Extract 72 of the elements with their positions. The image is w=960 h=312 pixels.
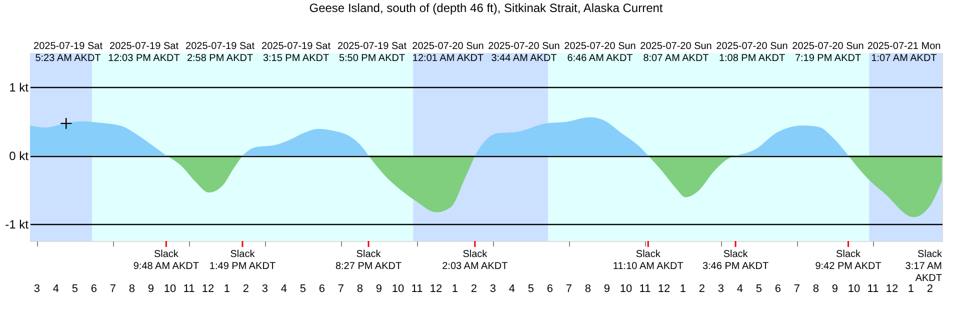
x-tick-label: 7 [338,283,344,295]
x-tick-label: 12 [430,283,442,295]
annotation: Slack 2:03 AM AKDT [442,249,508,272]
x-tick-label: 12 [202,283,214,295]
annotation: 2025-07-20 Sun 7:19 PM AKDT [792,41,864,64]
x-tick-label: 1 [224,283,230,295]
x-tick-label: 7 [566,283,572,295]
annotation: Slack 3:46 PM AKDT [702,249,769,272]
x-tick-label: 3 [262,283,268,295]
annotation: 2025-07-20 Sun 12:01 AM AKDT [412,41,484,64]
x-tick-label: 5 [756,283,762,295]
annotation: Slack 8:27 PM AKDT [335,249,402,272]
x-tick-label: 10 [848,283,860,295]
x-tick-label: 3 [718,283,724,295]
annotation: Slack 11:10 AM AKDT [612,249,684,272]
x-tick-label: 3 [490,283,496,295]
x-tick-label: 2 [926,283,934,295]
annotation: Slack 9:48 AM AKDT [133,249,199,272]
x-tick-label: 11 [867,283,879,295]
annotation: Slack 9:42 PM AKDT [815,249,882,272]
x-tick-label: 11 [639,283,651,295]
x-tick-label: 4 [736,283,744,295]
x-tick-label: 1 [680,283,686,295]
x-tick-label: 5 [300,283,306,295]
annotation: 2025-07-19 Sat 5:50 PM AKDT [338,41,407,64]
y-tick-label: 0 kt [9,149,30,164]
annotation: 2025-07-20 Sun 8:07 AM AKDT [640,41,712,64]
annotation: 2025-07-19 Sat 3:15 PM AKDT [262,41,331,64]
annotation: 2025-07-21 Mon 1:07 AM AKDT [867,41,941,64]
x-tick-label: 10 [620,283,632,295]
x-tick-label: 4 [52,283,60,295]
x-tick-label: 10 [392,283,404,295]
x-tick-label: 6 [318,283,326,295]
x-tick-label: 6 [774,283,782,295]
x-tick-label: 9 [604,283,610,295]
x-tick-label: 7 [110,283,116,295]
annotation: 2025-07-19 Sat 2:58 PM AKDT [186,41,255,64]
text: Slack 3:17 AM AKDT [905,249,943,284]
x-tick-label: 11 [411,283,423,295]
x-tick-label: 8 [812,283,820,295]
x-tick-label: 6 [90,283,98,295]
x-tick-label: 1 [452,283,458,295]
annotation: Slack 1:49 PM AKDT [209,249,276,272]
x-tick-label: 5 [72,283,78,295]
x-tick-label: 2 [698,283,706,295]
y-tick-label: 1 kt [9,80,30,95]
x-tick-label: 2 [470,283,478,295]
x-tick-label: 12 [886,283,898,295]
x-tick-label: 9 [148,283,154,295]
annotation: 2025-07-20 Sun 6:46 AM AKDT [564,41,636,64]
x-tick-label: 9 [376,283,382,295]
x-tick-label: 8 [128,283,136,295]
x-tick-label: 12 [658,283,670,295]
x-tick-label: 7 [794,283,800,295]
annotation: 2025-07-19 Sat 5:23 AM AKDT [34,41,103,64]
x-tick-label: 5 [528,283,534,295]
x-tick-label: 4 [508,283,516,295]
x-tick-label: 11 [183,283,195,295]
annotation: 2025-07-20 Sun 3:44 AM AKDT [488,41,560,64]
x-tick-label: 1 [908,283,914,295]
x-tick-label: 8 [584,283,592,295]
x-tick-label: 8 [356,283,364,295]
x-tick-label: 6 [546,283,554,295]
chart-title: Geese Island, south of (depth 46 ft), Sitkinak Strait, Alaska Current [309,1,664,15]
x-tick-label: 9 [832,283,838,295]
annotation: 2025-07-19 Sat 12:03 PM AKDT [108,41,180,64]
x-tick-label: 4 [280,283,288,295]
annotation: 2025-07-20 Sun 1:08 PM AKDT [716,41,788,64]
x-tick-label: 2 [242,283,250,295]
x-tick-label: 3 [34,283,40,295]
x-tick-label: 10 [164,283,176,295]
y-tick-label: -1 kt [5,217,30,232]
